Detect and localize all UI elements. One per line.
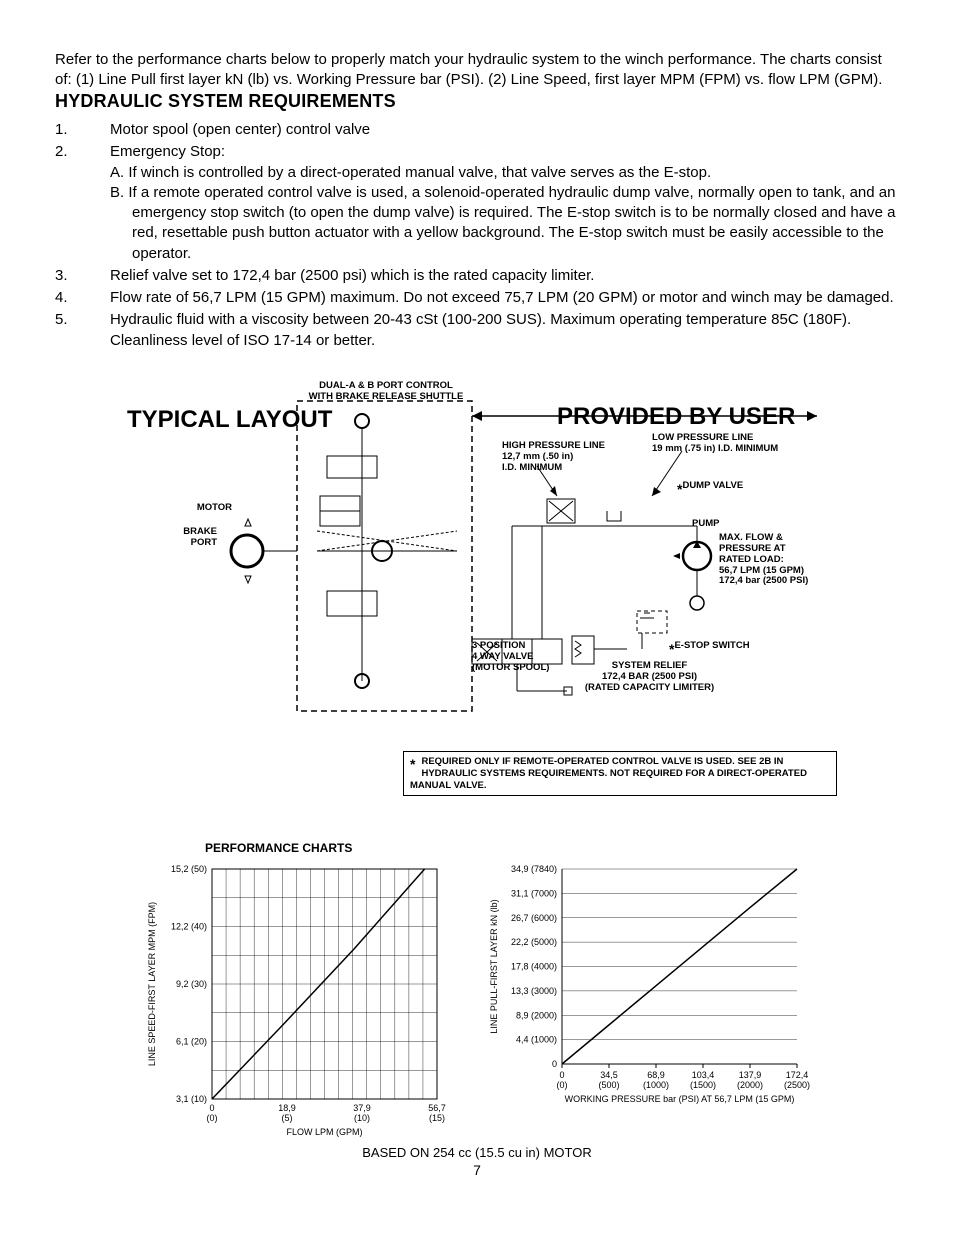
svg-text:15,2 (50): 15,2 (50): [171, 864, 207, 874]
speed-chart: 3,1 (10) 6,1 (20) 9,2 (30) 12,2 (40) 15,2 (5…: [137, 859, 447, 1139]
svg-text:22,2 (5000): 22,2 (5000): [511, 937, 557, 947]
req-5: Hydraulic fluid with a viscosity between…: [110, 310, 899, 351]
svg-text:12,2 (40): 12,2 (40): [171, 921, 207, 931]
pull-chart: 0 4,4 (1000) 8,9 (2000) 13,3 (3000) 17,8 (40…: [477, 859, 817, 1139]
svg-text:17,8 (4000): 17,8 (4000): [511, 961, 557, 971]
req-3: Relief valve set to 172,4 bar (2500 psi)…: [110, 266, 899, 286]
svg-text:8,9 (2000): 8,9 (2000): [516, 1010, 557, 1020]
label-lp: LOW PRESSURE LINE19 mm (.75 in) I.D. MIN…: [652, 433, 812, 455]
svg-text:(15): (15): [429, 1113, 445, 1123]
svg-text:(1500): (1500): [690, 1080, 716, 1090]
svg-text:31,1 (7000): 31,1 (7000): [511, 888, 557, 898]
req-2b: B. If a remote operated control valve is…: [132, 183, 899, 264]
svg-text:172,4: 172,4: [786, 1070, 809, 1080]
page-number: 7: [55, 1162, 899, 1178]
svg-text:(1000): (1000): [643, 1080, 669, 1090]
intro-text: Refer to the performance charts below to…: [55, 50, 899, 89]
req-2: Emergency Stop:: [110, 142, 899, 162]
label-3pos: 3 POSITION4 WAY VALVE(MOTOR SPOOL): [472, 641, 562, 674]
label-provided: PROVIDED BY USER: [557, 403, 795, 431]
svg-text:26,7 (6000): 26,7 (6000): [511, 913, 557, 923]
hydraulic-diagram: DUAL-A & B PORT CONTROLWITH BRAKE RELEAS…: [117, 381, 837, 781]
svg-text:6,1 (20): 6,1 (20): [176, 1036, 207, 1046]
svg-text:(500): (500): [598, 1080, 619, 1090]
svg-text:FLOW LPM (GPM): FLOW LPM (GPM): [287, 1127, 363, 1137]
charts-caption: BASED ON 254 cc (15.5 cu in) MOTOR: [55, 1145, 899, 1160]
charts-title: PERFORMANCE CHARTS: [205, 841, 899, 855]
label-relief: SYSTEM RELIEF172,4 BAR (2500 PSI)(RATED …: [577, 661, 722, 694]
svg-text:68,9: 68,9: [647, 1070, 665, 1080]
svg-text:3,1 (10): 3,1 (10): [176, 1094, 207, 1104]
req-4: Flow rate of 56,7 LPM (15 GPM) maximum. …: [110, 288, 899, 308]
svg-text:34,9 (7840): 34,9 (7840): [511, 864, 557, 874]
svg-text:LINE PULL-FIRST LAYER kN (lb): LINE PULL-FIRST LAYER kN (lb): [489, 899, 499, 1033]
label-hp: HIGH PRESSURE LINE12,7 mm (.50 in)I.D. M…: [502, 441, 612, 474]
svg-text:0: 0: [209, 1103, 214, 1113]
label-estop: *E-STOP SWITCH: [669, 641, 750, 657]
svg-text:37,9: 37,9: [353, 1103, 371, 1113]
svg-text:(0): (0): [207, 1113, 218, 1123]
label-pump: PUMP: [692, 519, 719, 530]
svg-text:(10): (10): [354, 1113, 370, 1123]
svg-text:(0): (0): [557, 1080, 568, 1090]
svg-text:WORKING PRESSURE bar (PSI) AT: WORKING PRESSURE bar (PSI) AT 56,7 LPM (…: [565, 1094, 795, 1104]
label-dual-ab: DUAL-A & B PORT CONTROLWITH BRAKE RELEAS…: [301, 381, 471, 403]
svg-text:137,9: 137,9: [739, 1070, 762, 1080]
svg-text:4,4 (1000): 4,4 (1000): [516, 1034, 557, 1044]
svg-text:9,2 (30): 9,2 (30): [176, 979, 207, 989]
svg-text:34,5: 34,5: [600, 1070, 618, 1080]
svg-text:56,7: 56,7: [428, 1103, 446, 1113]
label-motor: MOTOR: [177, 503, 232, 514]
section-title: HYDRAULIC SYSTEM REQUIREMENTS: [55, 91, 899, 112]
req-1: Motor spool (open center) control valve: [110, 120, 899, 140]
label-dump: *DUMP VALVE: [677, 481, 743, 497]
svg-text:(2500): (2500): [784, 1080, 810, 1090]
label-maxflow: MAX. FLOW &PRESSURE ATRATED LOAD:56,7 LP…: [719, 533, 839, 588]
svg-text:103,4: 103,4: [692, 1070, 715, 1080]
label-brake: BRAKEPORT: [172, 527, 217, 549]
svg-text:13,3 (3000): 13,3 (3000): [511, 986, 557, 996]
svg-text:(5): (5): [282, 1113, 293, 1123]
requirements-list: 1.Motor spool (open center) control valv…: [55, 120, 899, 351]
svg-text:0: 0: [559, 1070, 564, 1080]
svg-text:0: 0: [552, 1059, 557, 1069]
svg-text:LINE SPEED-FIRST LAYER MPM (FP: LINE SPEED-FIRST LAYER MPM (FPM): [147, 902, 157, 1066]
req-2a: A. If winch is controlled by a direct-op…: [110, 163, 899, 183]
label-typical: TYPICAL LAYOUT: [127, 406, 332, 434]
svg-text:18,9: 18,9: [278, 1103, 296, 1113]
diagram-note: * REQUIRED ONLY IF REMOTE-OPERATED CONTR…: [403, 751, 837, 797]
svg-text:(2000): (2000): [737, 1080, 763, 1090]
